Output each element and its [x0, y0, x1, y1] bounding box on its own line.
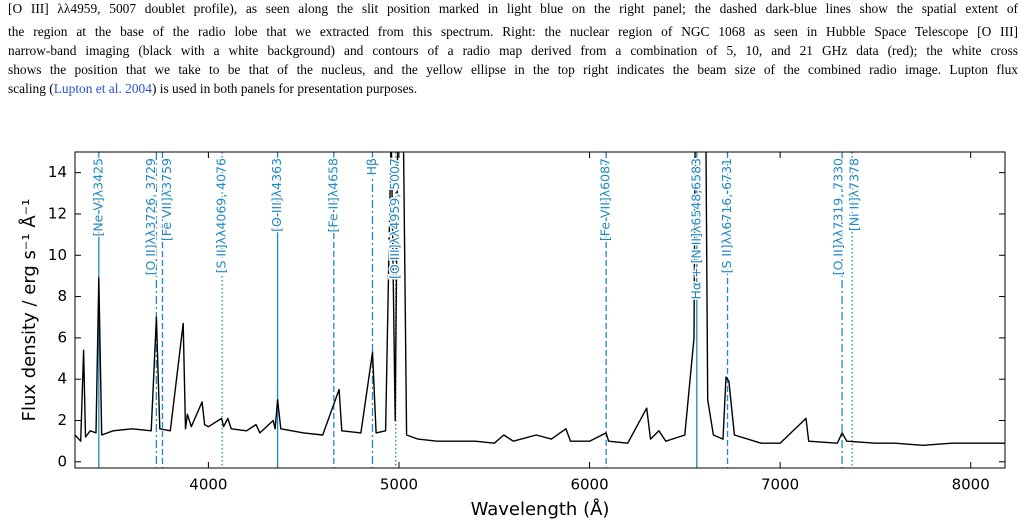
caption-line: narrow-band imaging (black with a white …: [8, 43, 1018, 58]
caption-line: scaling (Lupton et al. 2004) is used in …: [8, 81, 1018, 97]
emission-line-label: [O III]λ4363: [269, 158, 284, 232]
caption-line: the region at the base of the radio lobe…: [8, 24, 1018, 39]
y-tick-label: 8: [57, 287, 67, 305]
emission-line-label: [O III]λλ4959, 5007: [387, 158, 402, 279]
x-tick-label: 8000: [952, 476, 990, 494]
plot-area: [75, 152, 1005, 468]
emission-line-label: [Ne V]λ3425: [90, 158, 105, 237]
x-tick-label: 6000: [570, 476, 608, 494]
emission-line-label: [O II]λλ3726, 3729: [143, 158, 158, 275]
spectrum: [75, 152, 1005, 446]
emission-line-label: [Fe VII]λ3759: [159, 158, 174, 241]
y-tick-label: 6: [57, 328, 67, 346]
y-tick-label: 12: [48, 204, 67, 222]
caption-text: ) is used in both panels for presentatio…: [151, 81, 418, 96]
y-tick-label: 4: [57, 370, 67, 388]
emission-line-label: [Ni II]λ7378: [847, 158, 862, 231]
y-tick-label: 14: [48, 163, 67, 181]
emission-line-label: Hα + [N II]λ6548,6583: [688, 158, 703, 300]
y-axis-label: Flux density / erg s⁻¹ Å⁻¹: [18, 199, 40, 422]
caption-line: [O III] λλ4959, 5007 doublet profile), a…: [8, 1, 1018, 16]
caption-text: scaling (: [8, 81, 54, 96]
x-tick-label: 5000: [380, 476, 418, 494]
emission-line-label: Hβ: [364, 158, 379, 175]
citation-link[interactable]: Lupton et al. 2004: [53, 81, 152, 96]
emission-line-label: [S II]λλ4069, 4076: [214, 158, 229, 273]
emission-line-label: [Fe II]λ4658: [325, 158, 340, 233]
caption-line: shows the position that we take to be th…: [8, 62, 1018, 77]
x-axis-label: Wavelength (Å): [471, 498, 610, 520]
x-tick-label: 7000: [761, 476, 799, 494]
emission-line-label: [S II]λλ6716, 6731: [719, 158, 734, 273]
y-tick-label: 10: [48, 246, 67, 264]
emission-line-label: [O II]λλ7319, 7330: [831, 158, 846, 275]
y-tick-label: 0: [57, 452, 67, 470]
emission-line-label: [Fe VII]λ6087: [598, 158, 613, 241]
axes-frame: [74, 151, 1006, 469]
y-tick-label: 2: [57, 411, 67, 429]
x-tick-label: 4000: [189, 476, 227, 494]
